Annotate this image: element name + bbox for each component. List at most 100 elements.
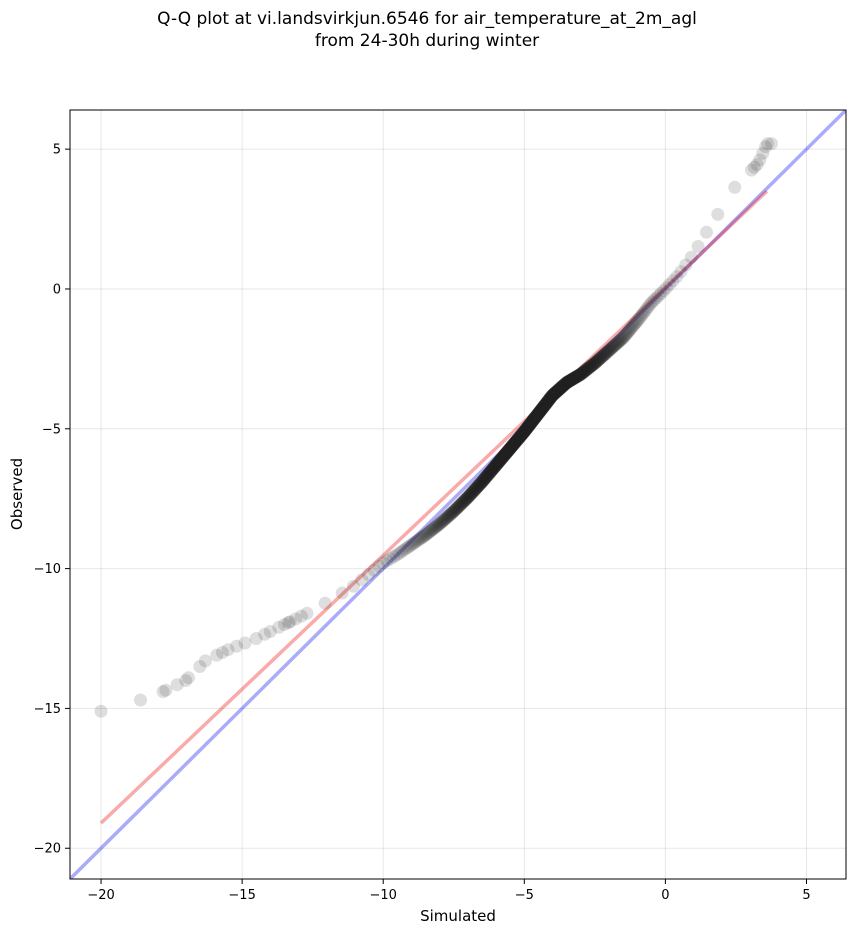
- data-point: [530, 409, 544, 423]
- data-point: [557, 378, 571, 392]
- data-point: [528, 411, 542, 425]
- data-point: [670, 270, 684, 284]
- data-point: [426, 522, 440, 536]
- data-point: [523, 418, 537, 432]
- data-point: [537, 399, 551, 413]
- data-point: [483, 465, 497, 479]
- data-point: [534, 404, 548, 418]
- data-point: [539, 396, 553, 410]
- data-point: [552, 383, 566, 397]
- data-point: [399, 542, 413, 556]
- data-point: [524, 416, 538, 429]
- data-point: [496, 450, 510, 464]
- data-point: [580, 363, 593, 377]
- data-point: [552, 382, 566, 396]
- data-point: [545, 389, 559, 403]
- data-point: [529, 409, 543, 423]
- data-point: [691, 240, 705, 253]
- data-point: [475, 475, 489, 489]
- data-point: [543, 391, 557, 405]
- data-point: [522, 419, 535, 433]
- data-point: [544, 390, 558, 404]
- data-point: [576, 366, 590, 379]
- data-point: [473, 477, 487, 491]
- data-point: [514, 429, 528, 443]
- data-point: [538, 397, 552, 411]
- data-point: [571, 369, 584, 383]
- data-point: [759, 140, 773, 154]
- data-point: [499, 446, 513, 460]
- data-point: [765, 137, 778, 151]
- data-point: [456, 495, 470, 509]
- data-point: [555, 380, 569, 394]
- chart-title: Q-Q plot at vi.landsvirkjun.6546 for air…: [157, 9, 697, 29]
- data-point: [563, 374, 577, 388]
- data-point: [550, 385, 563, 399]
- data-point: [566, 372, 580, 386]
- data-point: [294, 609, 308, 623]
- data-point: [553, 381, 567, 395]
- data-point: [659, 281, 673, 295]
- data-point: [533, 405, 547, 419]
- data-point: [538, 398, 552, 412]
- data-point: [198, 654, 212, 668]
- data-point: [503, 442, 517, 456]
- data-point: [547, 387, 560, 401]
- data-point: [611, 335, 625, 349]
- chart-subtitle: from 24-30h during winter: [314, 31, 540, 51]
- data-point: [387, 550, 400, 564]
- data-point: [526, 413, 540, 427]
- data-point: [576, 365, 590, 379]
- data-point: [548, 386, 561, 400]
- data-point: [560, 376, 574, 390]
- data-point: [486, 462, 500, 476]
- data-point: [479, 470, 493, 484]
- data-point: [489, 458, 503, 472]
- data-point: [555, 380, 569, 393]
- data-point: [504, 441, 517, 455]
- data-point: [567, 371, 581, 385]
- data-point: [508, 436, 522, 450]
- data-point: [525, 415, 539, 429]
- data-point: [519, 422, 533, 436]
- data-point: [471, 479, 485, 493]
- data-point: [568, 371, 582, 385]
- data-point: [540, 396, 554, 410]
- data-point: [193, 660, 207, 673]
- data-point: [506, 438, 520, 452]
- data-point: [623, 323, 637, 337]
- data-point: [557, 379, 570, 392]
- data-point: [545, 389, 559, 403]
- data-point: [621, 326, 635, 339]
- data-point: [505, 440, 519, 454]
- data-point: [506, 438, 520, 452]
- x-axis-ticks: −20 −15 −10 −5 0 5: [87, 879, 811, 903]
- y-tick-label: −15: [34, 702, 61, 717]
- data-point: [470, 480, 484, 494]
- data-point: [494, 452, 508, 466]
- data-point: [497, 449, 511, 463]
- data-point: [500, 445, 514, 459]
- data-point: [513, 430, 527, 444]
- data-point: [433, 516, 447, 530]
- data-point: [543, 392, 557, 406]
- data-point: [471, 479, 485, 493]
- data-point: [449, 502, 463, 516]
- data-point: [514, 429, 528, 442]
- data-point: [443, 508, 457, 522]
- data-point: [538, 399, 552, 412]
- data-point: [533, 404, 547, 418]
- data-point: [593, 352, 607, 366]
- data-point: [536, 401, 550, 414]
- data-point: [643, 297, 657, 311]
- data-point: [496, 450, 510, 464]
- data-point: [465, 486, 478, 500]
- data-point: [532, 406, 545, 420]
- data-point: [457, 494, 471, 508]
- data-point: [482, 466, 496, 480]
- data-point: [610, 336, 624, 350]
- data-point: [570, 370, 584, 384]
- data-point: [558, 377, 572, 391]
- data-point: [525, 414, 539, 428]
- data-point: [437, 513, 451, 527]
